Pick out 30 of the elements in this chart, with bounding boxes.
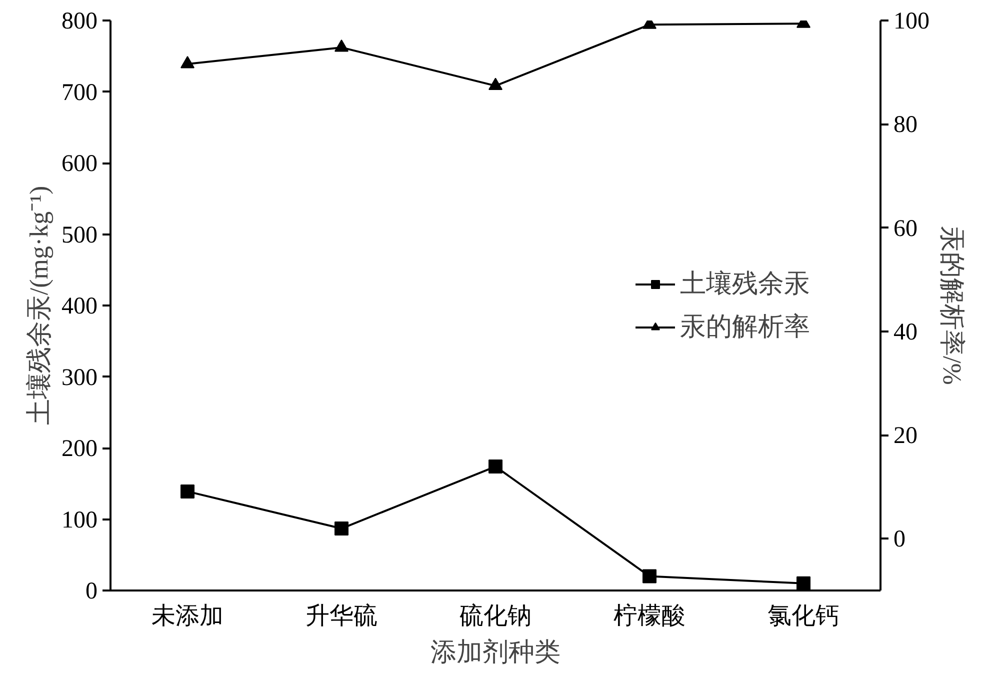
y2-tick-label: 80 (894, 112, 918, 138)
y-tick-label: 400 (62, 294, 98, 320)
x-tick-label: 柠檬酸 (614, 602, 686, 630)
y2-tick-label: 20 (894, 423, 918, 450)
y-tick-label: 700 (62, 80, 98, 106)
x-tick-label: 升华硫 (306, 602, 378, 630)
y-axis-title: 土壤残余汞/(mg·kg⁻¹) (24, 186, 54, 426)
y-tick-label: 600 (62, 151, 98, 177)
point (642, 569, 656, 584)
point (796, 576, 810, 590)
y-tick-label: 100 (62, 507, 98, 534)
y2-tick-label: 40 (894, 319, 918, 346)
legend-label: 汞的解析率 (680, 311, 810, 343)
y-tick-label: 300 (62, 364, 98, 391)
point (488, 460, 502, 474)
y-tick-label: 0 (86, 578, 98, 604)
legend-label: 土壤残余汞 (680, 268, 810, 300)
x-tick-label: 未添加 (152, 604, 224, 630)
y-tick-label: 800 (62, 8, 98, 34)
point (180, 484, 194, 498)
x-tick-label: 硫化钠 (460, 602, 532, 630)
x-tick-label: 氯化钙 (768, 604, 840, 630)
y2-tick-label: 0 (894, 526, 906, 553)
y2-axis-title: 汞的解析率/% (938, 226, 966, 385)
x-axis-title: 添加剂种类 (430, 638, 560, 666)
y-tick-label: 200 (62, 436, 98, 462)
point (334, 522, 348, 536)
y2-tick-label: 60 (894, 216, 918, 242)
y-tick-label: 500 (62, 222, 98, 248)
y2-tick-label: 100 (894, 8, 930, 34)
